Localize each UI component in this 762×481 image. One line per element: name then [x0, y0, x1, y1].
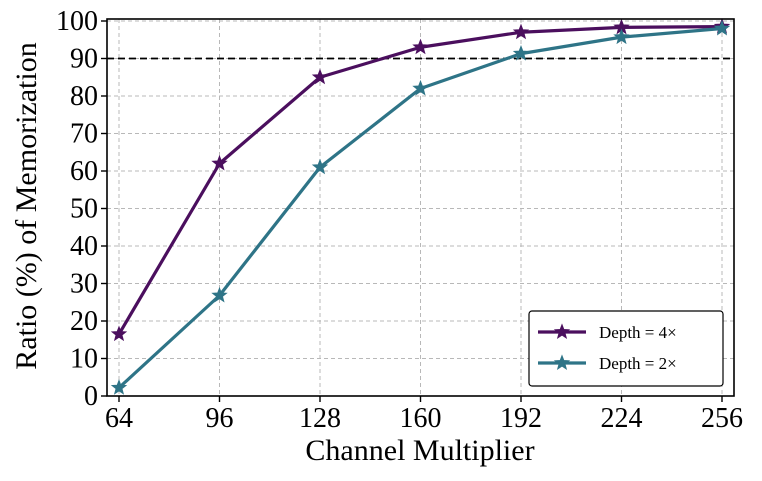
y-tick-label: 0 [84, 381, 98, 412]
y-tick-label: 30 [70, 269, 98, 300]
y-tick-label: 70 [70, 119, 98, 150]
y-tick-label: 40 [70, 231, 98, 262]
data-point [211, 154, 228, 171]
y-axis-label: Ratio (%) of Memorization [10, 42, 43, 369]
series-group [110, 18, 731, 395]
y-tick-label: 60 [70, 156, 98, 187]
legend-marker [553, 354, 571, 370]
x-tick-label: 224 [601, 403, 643, 434]
y-ticks: 0 10 20 30 40 50 60 70 80 90 100 [56, 6, 107, 412]
legend-label: Depth = 4× [599, 323, 677, 342]
x-tick-label: 192 [500, 403, 542, 434]
data-point [512, 23, 530, 40]
y-tick-label: 10 [70, 344, 98, 375]
data-point [110, 379, 128, 395]
x-axis-label: Channel Multiplier [305, 434, 534, 467]
y-tick-label: 90 [70, 44, 98, 75]
x-ticks: 64 96 128 160 192 224 256 [105, 396, 743, 434]
x-tick-label: 128 [299, 403, 341, 434]
data-point [412, 79, 429, 96]
data-point [713, 19, 731, 36]
x-tick-label: 96 [206, 403, 234, 434]
legend: Depth = 4× Depth = 2× [528, 310, 724, 387]
data-point [311, 68, 329, 85]
data-point [110, 325, 128, 342]
x-tick-label: 160 [400, 403, 442, 434]
y-tick-label: 100 [56, 6, 98, 37]
legend-label: Depth = 2× [599, 354, 677, 373]
data-point [211, 286, 228, 303]
x-tick-label: 64 [105, 403, 133, 434]
data-point [311, 158, 329, 175]
series-1 [110, 19, 731, 395]
data-point [512, 45, 530, 61]
data-point [412, 38, 429, 55]
y-tick-label: 20 [70, 306, 98, 337]
data-point [613, 28, 630, 45]
y-tick-label: 50 [70, 194, 98, 225]
legend-marker [553, 323, 571, 339]
y-tick-label: 80 [70, 81, 98, 112]
legend-box [528, 310, 724, 387]
x-tick-label: 256 [701, 403, 743, 434]
